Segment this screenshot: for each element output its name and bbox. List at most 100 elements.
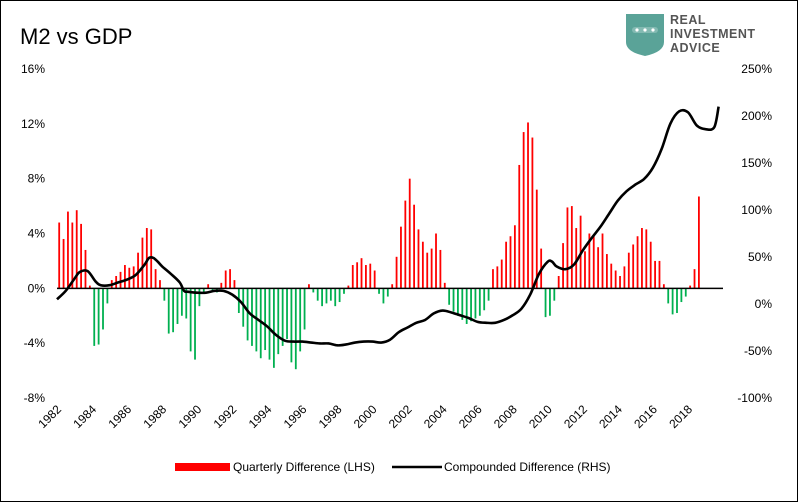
bar xyxy=(662,284,665,289)
bar xyxy=(277,288,280,355)
bar xyxy=(242,288,245,327)
bar xyxy=(75,210,78,289)
bar-series xyxy=(58,122,700,370)
bar xyxy=(338,288,341,303)
bar xyxy=(584,251,586,289)
bar xyxy=(334,288,337,307)
bar xyxy=(658,260,661,289)
bar xyxy=(124,265,126,289)
bar xyxy=(417,229,420,289)
bar xyxy=(360,258,363,289)
x-tick-label: 1998 xyxy=(316,402,345,431)
bar xyxy=(299,288,302,352)
bar xyxy=(601,233,604,289)
bar xyxy=(150,229,153,289)
bar xyxy=(623,266,626,289)
bar xyxy=(321,288,323,307)
bar xyxy=(180,288,183,316)
bar xyxy=(413,204,415,289)
bar xyxy=(154,269,157,289)
bar xyxy=(452,288,455,312)
bar xyxy=(202,288,205,294)
bar xyxy=(649,241,652,289)
bar xyxy=(496,266,499,289)
x-tick-label: 1982 xyxy=(35,402,64,431)
bar xyxy=(557,276,560,289)
right-tick-label: 50% xyxy=(748,250,772,264)
x-tick-label: 1990 xyxy=(176,402,205,431)
bar xyxy=(220,282,223,289)
legend: Quarterly Difference (LHS) Compounded Di… xyxy=(175,460,611,474)
bar xyxy=(268,288,271,360)
bar xyxy=(619,276,621,289)
x-axis: 1982 1984 1986 1988 1990 1992 1994 1996 1998 2000… xyxy=(35,402,695,431)
right-axis: 250% 200% 150% 100% 50% 0% -50% -100% xyxy=(737,62,772,405)
bar xyxy=(570,206,573,289)
bar xyxy=(549,288,551,316)
bar xyxy=(290,288,293,363)
bar xyxy=(562,243,564,289)
bar xyxy=(172,288,175,333)
bar xyxy=(457,288,459,316)
bar xyxy=(185,288,188,319)
bar xyxy=(553,288,556,301)
logo-line3: ADVICE xyxy=(670,41,720,55)
right-tick-label: 200% xyxy=(741,109,772,123)
bar xyxy=(470,288,472,322)
bar xyxy=(478,288,481,316)
x-tick-label: 1992 xyxy=(211,402,240,431)
bar xyxy=(645,229,648,289)
x-tick-label: 2014 xyxy=(596,402,625,431)
x-tick-label: 1994 xyxy=(246,402,275,431)
left-tick-label: 8% xyxy=(28,172,46,186)
x-tick-label: 2006 xyxy=(456,402,485,431)
bar xyxy=(207,284,210,289)
bar xyxy=(211,288,214,292)
bar xyxy=(588,233,591,289)
bar xyxy=(316,288,319,301)
bar xyxy=(680,288,683,303)
bar xyxy=(246,288,249,341)
logo: REAL INVESTMENT ADVICE xyxy=(626,13,755,56)
left-tick-label: 16% xyxy=(21,62,45,76)
left-tick-label: -8% xyxy=(24,391,46,405)
bar xyxy=(286,288,288,340)
bar xyxy=(483,288,486,311)
bar xyxy=(465,288,468,324)
bar xyxy=(233,280,236,289)
left-tick-label: 0% xyxy=(28,281,46,295)
bar xyxy=(421,241,424,289)
logo-line1: REAL xyxy=(670,13,706,27)
right-tick-label: -50% xyxy=(744,344,772,358)
legend-bar-swatch xyxy=(175,463,230,471)
bar xyxy=(395,256,398,289)
bar xyxy=(62,238,65,289)
bar xyxy=(325,288,328,304)
bar xyxy=(137,252,139,289)
bar xyxy=(474,288,477,319)
bar xyxy=(176,288,179,324)
legend-bar-label: Quarterly Difference (LHS) xyxy=(233,460,375,474)
bar xyxy=(408,178,411,289)
bar xyxy=(544,288,547,318)
bar xyxy=(272,288,275,368)
bar xyxy=(343,288,345,294)
bar xyxy=(308,284,310,289)
bar xyxy=(535,189,538,289)
bar xyxy=(347,285,350,289)
right-tick-label: 150% xyxy=(741,156,772,170)
bar xyxy=(378,288,380,294)
bar xyxy=(58,222,61,289)
left-axis: 16% 12% 8% 4% 0% -4% -8% xyxy=(21,62,45,405)
bar xyxy=(259,288,262,359)
logo-shield-icon xyxy=(626,14,664,56)
bar xyxy=(93,288,96,346)
left-tick-label: 12% xyxy=(21,117,45,131)
bar xyxy=(597,247,600,289)
bar xyxy=(614,270,617,289)
chart-title: M2 vs GDP xyxy=(20,24,132,49)
bar xyxy=(80,223,82,289)
bar xyxy=(264,288,267,351)
bar xyxy=(224,270,227,289)
